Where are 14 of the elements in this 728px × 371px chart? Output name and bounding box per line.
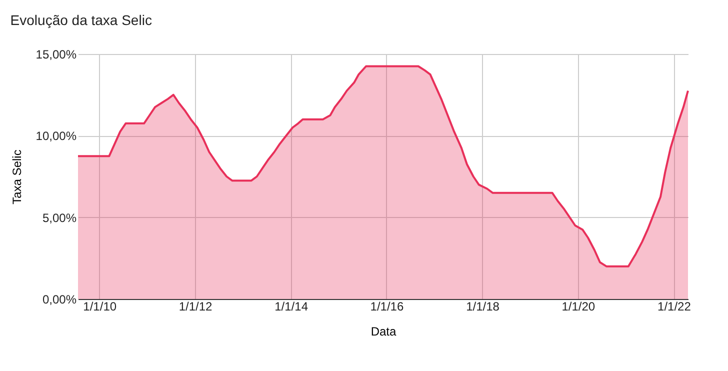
x-tick-label: 1/1/12 — [178, 300, 213, 314]
x-tick-label: 1/1/16 — [370, 300, 404, 314]
chart-title: Evolução da taxa Selic — [10, 12, 152, 28]
y-tick-label: 0,00% — [42, 292, 77, 306]
y-axis-title: Taxa Selic — [10, 150, 24, 204]
y-tick-label: 5,00% — [42, 210, 77, 225]
x-axis-title: Data — [370, 324, 396, 338]
x-tick-label: 1/1/22 — [658, 300, 692, 314]
x-tick-label: 1/1/10 — [83, 300, 117, 314]
x-tick-label: 1/1/14 — [274, 300, 308, 314]
x-tick-label: 1/1/20 — [562, 300, 596, 314]
y-tick-label: 10,00% — [36, 129, 77, 144]
y-tick-label: 15,00% — [36, 48, 77, 62]
x-tick-label: 1/1/18 — [466, 300, 500, 314]
